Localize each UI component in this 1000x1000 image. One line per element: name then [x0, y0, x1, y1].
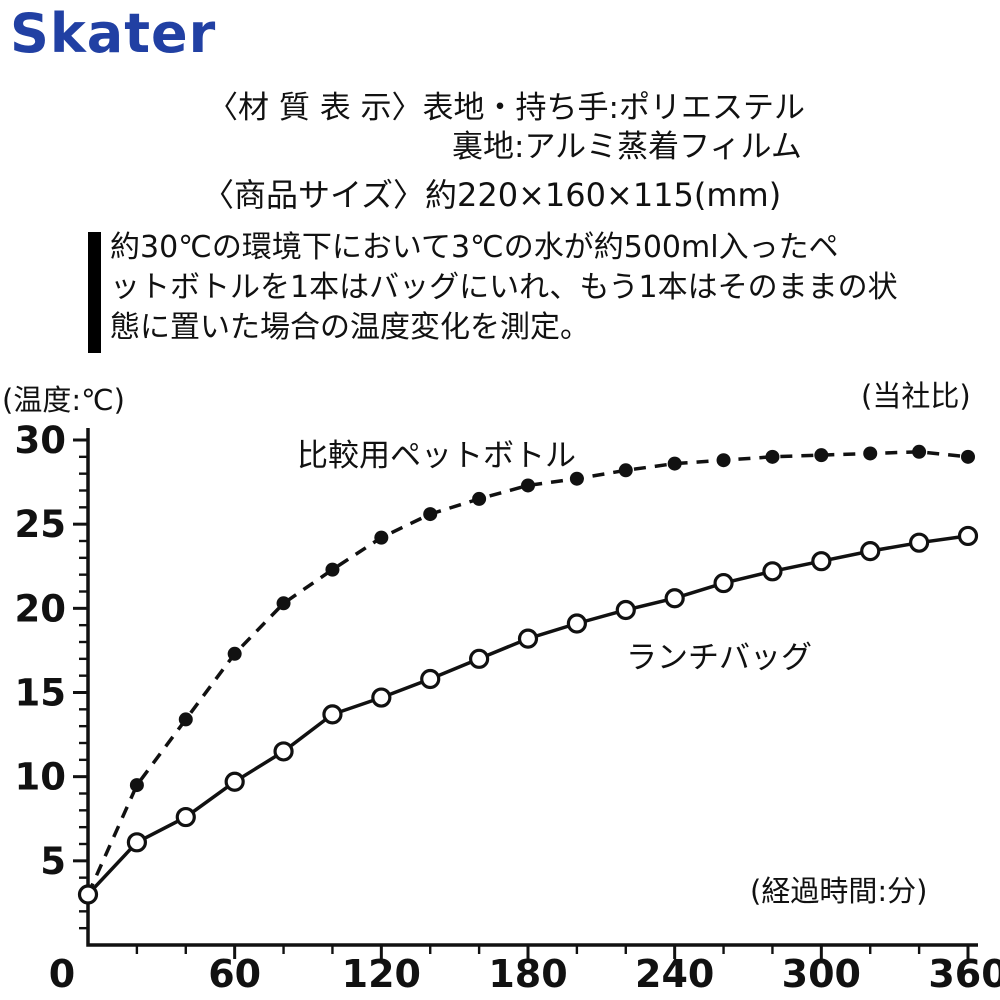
marker-open	[371, 687, 392, 708]
note-line-1: 約30℃の環境下において3℃の水が約500ml入ったペ	[110, 230, 839, 265]
company-comparison-label: (当社比)	[861, 379, 971, 413]
marker-filled	[276, 596, 291, 611]
note-line-2: ットボトルを1本はバッグにいれ、もう1本はそのままの状	[110, 270, 898, 305]
marker-filled	[765, 449, 780, 464]
marker-open	[615, 599, 636, 621]
measurement-note: 約30℃の環境下において3℃の水が約500ml入ったペ ットボトルを1本はバッグ…	[110, 228, 898, 348]
size-line: 〈商品サイズ〉約220×160×115(mm)	[202, 176, 782, 214]
marker-open	[322, 704, 343, 725]
axes	[86, 428, 978, 947]
marker-filled	[814, 448, 829, 463]
marker-open	[420, 668, 441, 690]
marker-filled	[129, 778, 144, 793]
marker-filled	[521, 478, 535, 493]
y-tick-label: 5	[40, 840, 66, 883]
marker-filled	[667, 456, 682, 471]
marker-filled	[569, 471, 584, 486]
marker-filled	[618, 463, 633, 478]
x-tick-label: 360	[928, 952, 1000, 996]
x-tick-label: 240	[635, 952, 714, 996]
material-line-2: 裏地:アルミ蒸着フィルム	[452, 129, 802, 165]
marker-open	[909, 532, 930, 553]
series-label-lunch-bag: ランチバッグ	[626, 640, 812, 676]
marker-filled	[178, 712, 193, 727]
marker-filled	[423, 507, 438, 522]
marker-filled	[912, 444, 927, 459]
marker-open	[713, 572, 734, 594]
marker-open	[566, 613, 587, 634]
marker-open	[175, 806, 196, 828]
series-line-0	[86, 450, 969, 896]
x-tick-label: 0	[49, 952, 75, 996]
series-line-1	[86, 534, 969, 896]
marker-open	[860, 541, 881, 562]
marker-filled	[961, 449, 975, 464]
marker-filled	[325, 562, 340, 577]
material-line-1: 〈材 質 表 示〉表地・持ち手:ポリエステル	[207, 90, 806, 126]
marker-open	[273, 741, 294, 762]
y-tick-label: 10	[15, 756, 67, 799]
y-axis-unit-label: (温度:℃)	[2, 383, 125, 417]
marker-filled	[472, 491, 487, 506]
x-tick-label: 180	[488, 952, 567, 996]
x-tick-label: 120	[342, 952, 421, 996]
marker-open	[517, 628, 539, 649]
marker-open	[126, 832, 147, 853]
x-axis-unit-label: (経過時間:分)	[750, 874, 928, 908]
series-label-comparison-pet-bottle: 比較用ペットボトル	[297, 438, 576, 474]
marker-open	[762, 561, 783, 582]
marker-filled	[227, 646, 242, 661]
note-accent-bar	[88, 232, 101, 353]
marker-open	[664, 588, 685, 609]
marker-open	[811, 551, 832, 572]
brand-logo: Skater	[10, 2, 217, 65]
marker-filled	[863, 446, 878, 461]
y-tick-label: 15	[15, 672, 67, 715]
y-tick-label: 25	[15, 503, 67, 546]
marker-open	[957, 525, 979, 547]
y-tick-label: 20	[15, 587, 67, 630]
y-tick-label: 30	[15, 420, 67, 462]
x-tick-label: 300	[782, 952, 861, 996]
marker-open	[77, 884, 99, 905]
marker-open	[224, 771, 245, 792]
note-line-3: 態に置いた場合の温度変化を測定。	[110, 310, 590, 345]
marker-open	[469, 648, 490, 669]
marker-filled	[716, 453, 731, 468]
marker-filled	[374, 530, 389, 545]
x-tick-label: 60	[208, 952, 261, 996]
